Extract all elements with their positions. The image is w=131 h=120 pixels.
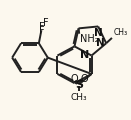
Text: O: O bbox=[80, 74, 88, 84]
Text: O: O bbox=[71, 74, 78, 84]
Text: CH₃: CH₃ bbox=[113, 28, 127, 37]
Text: CH₃: CH₃ bbox=[70, 93, 87, 102]
Text: N: N bbox=[96, 38, 105, 48]
Text: F: F bbox=[40, 22, 45, 32]
Text: NH₂: NH₂ bbox=[80, 34, 99, 44]
Text: F: F bbox=[40, 26, 45, 36]
Text: N: N bbox=[94, 28, 103, 38]
Text: N: N bbox=[80, 50, 90, 60]
Text: F: F bbox=[43, 18, 48, 28]
Text: S: S bbox=[75, 80, 83, 90]
